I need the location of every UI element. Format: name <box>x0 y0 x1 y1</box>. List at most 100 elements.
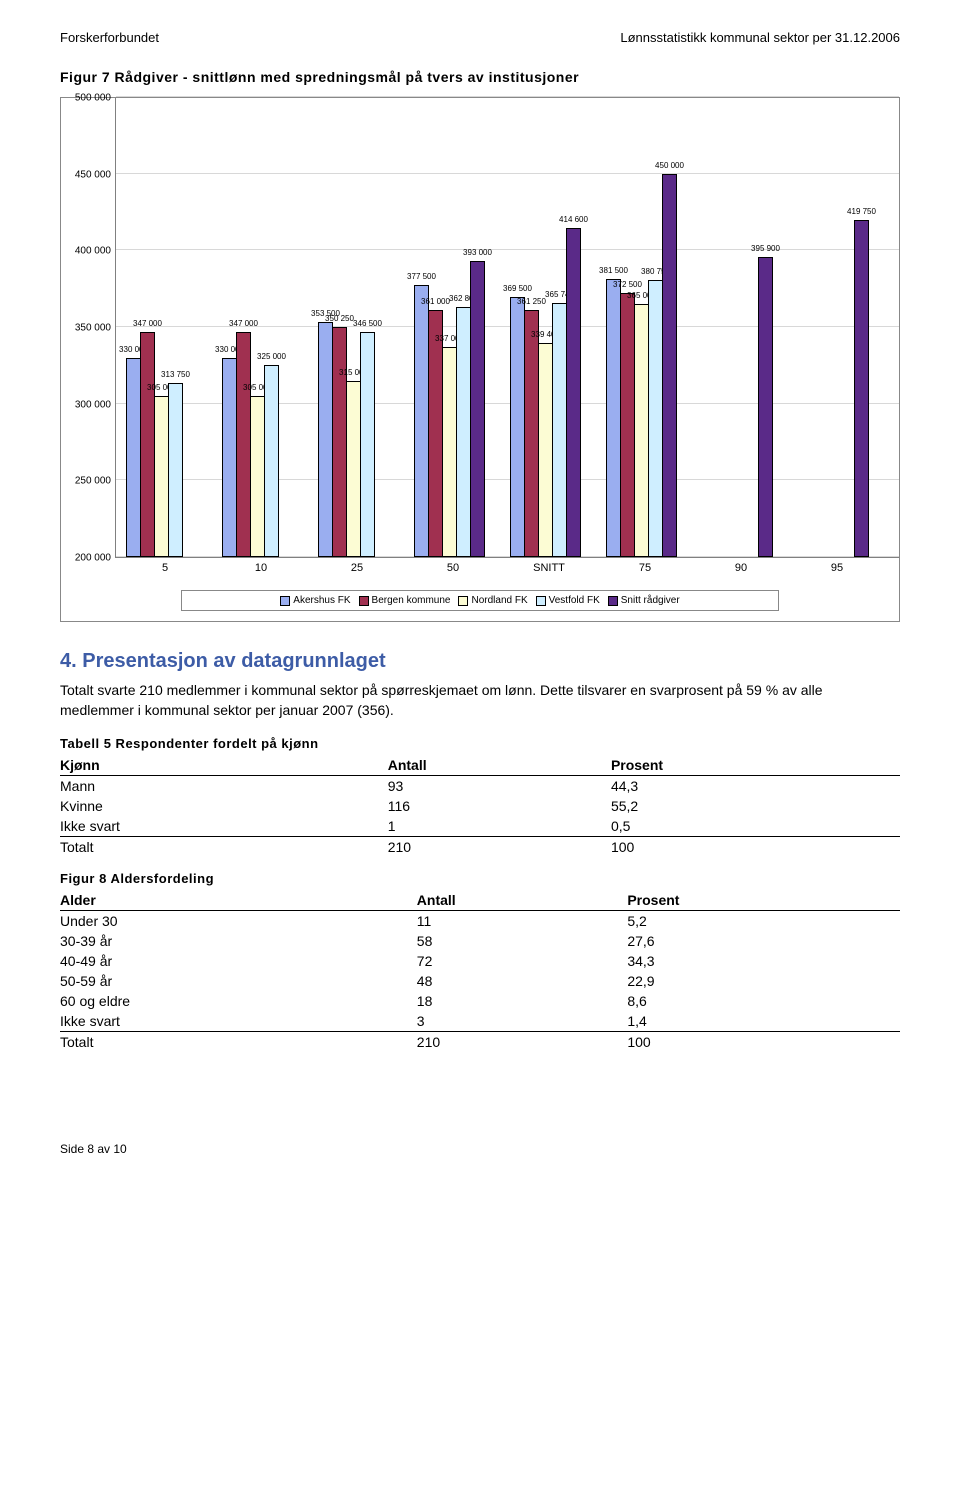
table-cell: 55,2 <box>611 796 900 816</box>
x-tick: 5 <box>162 562 168 574</box>
legend-swatch <box>359 596 369 606</box>
x-tick: 50 <box>447 562 459 574</box>
bar: 414 600 <box>566 228 581 557</box>
bar-label: 313 750 <box>161 370 190 379</box>
bar: 380 750 <box>648 280 663 557</box>
bar: 362 800 <box>456 307 471 557</box>
legend-swatch <box>608 596 618 606</box>
table-cell: 116 <box>388 796 611 816</box>
table-row: 40-49 år7234,3 <box>60 951 900 971</box>
bar-label: 350 250 <box>325 314 354 323</box>
bar-label: 450 000 <box>655 161 684 170</box>
bar: 313 750 <box>168 383 183 557</box>
legend-label: Vestfold FK <box>549 595 600 606</box>
bar-label: 372 500 <box>613 280 642 289</box>
legend-swatch <box>280 596 290 606</box>
page-header: Forskerforbundet Lønnsstatistikk kommuna… <box>60 30 900 45</box>
x-tick: 90 <box>735 562 747 574</box>
bar: 361 000 <box>428 310 443 557</box>
figure8-col0: Alder <box>60 890 417 911</box>
table-cell: 210 <box>388 837 611 858</box>
table-cell: 27,6 <box>627 931 900 951</box>
bar: 339 400 <box>538 343 553 557</box>
table-cell: 50-59 år <box>60 971 417 991</box>
bar: 305 000 <box>154 396 169 557</box>
y-tick: 500 000 <box>75 93 111 104</box>
table5: Kjønn Antall Prosent Mann9344,3Kvinne116… <box>60 755 900 857</box>
legend-swatch <box>458 596 468 606</box>
bar-group: 377 500361 000337 000362 800393 000 <box>414 261 494 557</box>
table-cell: 3 <box>417 1011 628 1032</box>
bar: 365 000 <box>634 304 649 557</box>
legend-item: Akershus FK <box>280 595 350 606</box>
table-cell: 11 <box>417 911 628 932</box>
bar-label: 347 000 <box>133 319 162 328</box>
legend-label: Nordland FK <box>471 595 527 606</box>
bar-group: 419 750 <box>798 220 878 557</box>
bar: 450 000 <box>662 174 677 557</box>
bar: 393 000 <box>470 261 485 557</box>
table-row: 60 og eldre188,6 <box>60 991 900 1011</box>
bar: 377 500 <box>414 285 429 557</box>
table-row: Mann9344,3 <box>60 776 900 797</box>
bar: 337 000 <box>442 347 457 557</box>
table5-col2: Prosent <box>611 755 900 776</box>
legend-label: Bergen kommune <box>372 595 451 606</box>
y-tick: 450 000 <box>75 169 111 180</box>
bar-label: 347 000 <box>229 319 258 328</box>
x-tick: 10 <box>255 562 267 574</box>
bar: 353 500 <box>318 322 333 557</box>
y-tick: 250 000 <box>75 476 111 487</box>
bar-label: 381 500 <box>599 266 628 275</box>
bar: 330 000 <box>126 358 141 557</box>
bar: 330 000 <box>222 358 237 557</box>
y-tick: 400 000 <box>75 246 111 257</box>
table-total-row: Totalt210100 <box>60 837 900 858</box>
table5-title: Tabell 5 Respondenter fordelt på kjønn <box>60 736 900 751</box>
table-cell: 100 <box>627 1032 900 1053</box>
header-left: Forskerforbundet <box>60 30 159 45</box>
bar: 346 500 <box>360 332 375 557</box>
table5-col0: Kjønn <box>60 755 388 776</box>
bar: 305 000 <box>250 396 265 557</box>
table5-col1: Antall <box>388 755 611 776</box>
table-row: Kvinne11655,2 <box>60 796 900 816</box>
bar-group: 330 000347 000305 000325 000 <box>222 332 302 557</box>
bar-group: 381 500372 500 365 000380 750450 000 <box>606 174 686 557</box>
table-cell: Ikke svart <box>60 1011 417 1032</box>
table-cell: 44,3 <box>611 776 900 797</box>
bar-label: 361 000 <box>421 297 450 306</box>
figure8-title: Figur 8 Aldersfordeling <box>60 871 900 886</box>
bar: 315 000 <box>346 381 361 557</box>
bar-group: 330 000347 000305 000313 750 <box>126 332 206 557</box>
bar: 347 000 <box>140 332 155 557</box>
bar: 419 750 <box>854 220 869 557</box>
bar-group: 353 500350 250315 000346 500 <box>318 322 398 557</box>
bar-label: 369 500 <box>503 284 532 293</box>
table-cell: 210 <box>417 1032 628 1053</box>
y-axis: 200 000250 000300 000350 000400 000450 0… <box>61 98 115 558</box>
figure8-table: Alder Antall Prosent Under 30115,230-39 … <box>60 890 900 1052</box>
bar: 369 500 <box>510 297 525 557</box>
table-row: 30-39 år5827,6 <box>60 931 900 951</box>
table-cell: 18 <box>417 991 628 1011</box>
bar: 361 250 <box>524 310 539 557</box>
header-right: Lønnsstatistikk kommunal sektor per 31.1… <box>620 30 900 45</box>
table-row: Under 30115,2 <box>60 911 900 932</box>
bar: 347 000 <box>236 332 251 557</box>
plot-area: 330 000347 000305 000313 750330 000347 0… <box>115 98 899 558</box>
bar: 395 900 <box>758 257 773 557</box>
page-footer: Side 8 av 10 <box>60 1142 900 1156</box>
table-cell: Ikke svart <box>60 816 388 837</box>
bar-label: 377 500 <box>407 272 436 281</box>
bar-group: 369 500361 250339 400365 741414 600 <box>510 228 590 557</box>
bar: 325 000 <box>264 365 279 557</box>
y-tick: 300 000 <box>75 399 111 410</box>
table-cell: 93 <box>388 776 611 797</box>
table-cell: 34,3 <box>627 951 900 971</box>
table-cell: 1 <box>388 816 611 837</box>
bar: 381 500 <box>606 279 621 557</box>
table-cell: 48 <box>417 971 628 991</box>
x-tick: 75 <box>639 562 651 574</box>
table-cell: 0,5 <box>611 816 900 837</box>
